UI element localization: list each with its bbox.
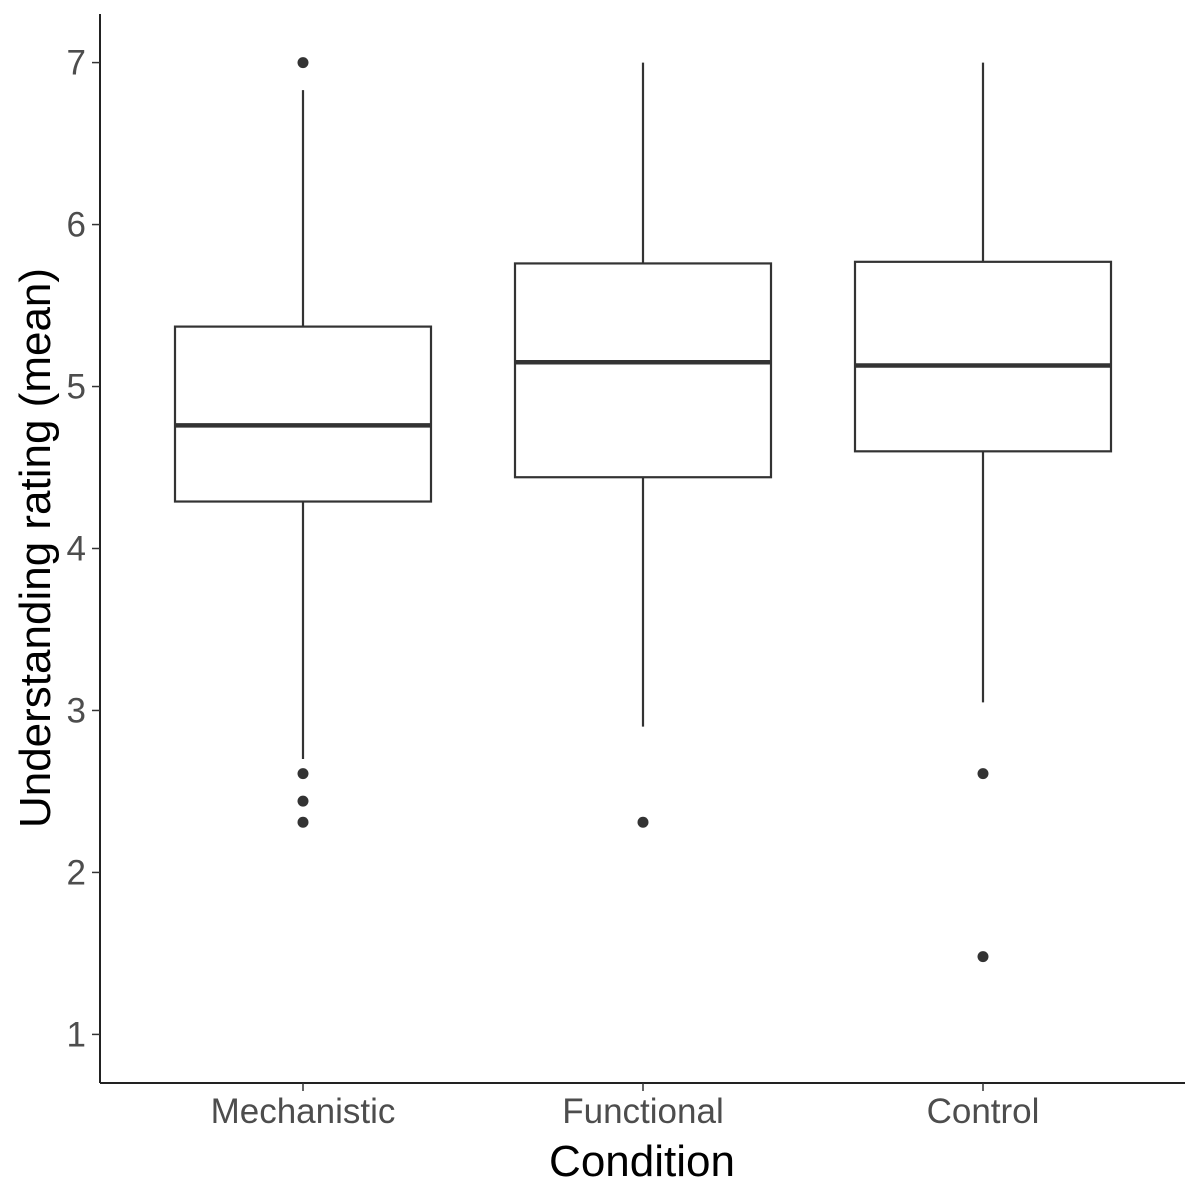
box-control [853, 62, 1113, 963]
outlier-point [977, 768, 989, 780]
y-tick-label: 4 [67, 530, 86, 569]
x-axis-title: Condition [549, 1137, 735, 1186]
iqr-box [173, 325, 433, 503]
y-tick-label: 5 [67, 368, 86, 407]
iqr-box [513, 262, 773, 479]
outlier-point [297, 57, 309, 69]
x-tick-label: Functional [562, 1092, 723, 1131]
y-axis-title: Understanding rating (mean) [11, 268, 60, 828]
axes: 1 2 3 4 5 6 7 Mechanistic Functional Control [67, 14, 1185, 1131]
iqr-box [853, 260, 1113, 453]
y-tick-label: 1 [67, 1015, 86, 1054]
y-tick-label: 3 [67, 691, 86, 730]
outlier-point [297, 768, 309, 780]
y-tick-label: 6 [67, 206, 86, 245]
y-tick-label: 7 [67, 44, 86, 83]
outlier-point [297, 816, 309, 828]
x-tick-label: Control [927, 1092, 1040, 1131]
outlier-point [297, 795, 309, 807]
box-functional [513, 62, 773, 828]
plot-area [173, 57, 1113, 963]
box-mechanistic [173, 57, 433, 828]
y-tick-label: 2 [67, 853, 86, 892]
outlier-point [637, 816, 649, 828]
outlier-point [977, 951, 989, 963]
x-tick-label: Mechanistic [211, 1092, 396, 1131]
